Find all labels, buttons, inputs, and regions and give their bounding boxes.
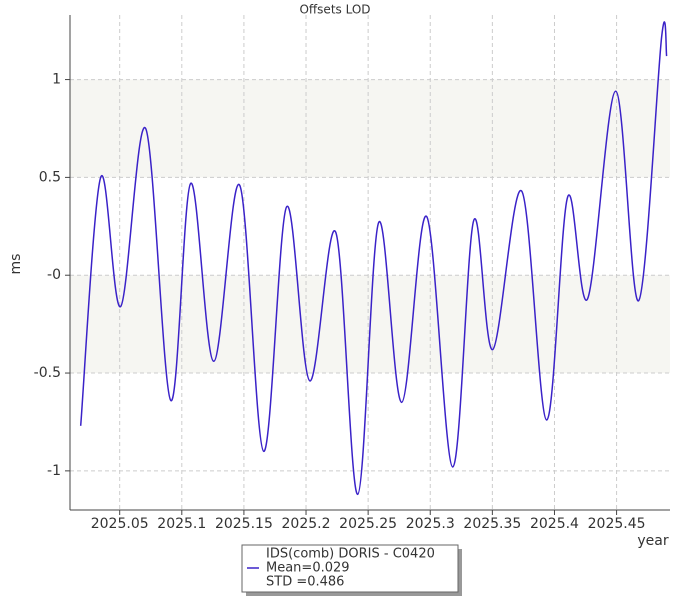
x-tick-label: 2025.3 xyxy=(406,516,455,532)
x-tick-label: 2025.2 xyxy=(282,516,331,532)
x-tick-label: 2025.4 xyxy=(530,516,579,532)
legend-box xyxy=(241,544,459,593)
band xyxy=(70,79,670,178)
y-axis-label: ms xyxy=(8,254,24,275)
x-tick-label: 2025.1 xyxy=(157,516,206,532)
chart-title: Offsets LOD xyxy=(299,3,370,17)
x-tick-label: 2025.45 xyxy=(588,516,646,532)
x-tick-label: 2025.25 xyxy=(339,516,397,532)
legend-mean: Mean=0.029 xyxy=(266,561,350,576)
data-line xyxy=(79,21,668,496)
legend-label: IDS(comb) DORIS - C0420 xyxy=(266,547,435,562)
bands xyxy=(70,79,670,374)
y-tick-label: 1 xyxy=(52,72,61,88)
x-tick-label: 2025.15 xyxy=(215,516,273,532)
y-tick-label: -1 xyxy=(47,463,61,479)
plot xyxy=(79,21,668,496)
y-tick-label: -0 xyxy=(47,267,61,283)
x-tick-label: 2025.05 xyxy=(91,516,149,532)
legend-std: STD =0.486 xyxy=(266,575,344,590)
grid: -1 -0.5 -0 0.5 1 2025.05 2025.1 2025.15 2025.2 20… xyxy=(34,15,670,532)
x-axis-label: year xyxy=(637,533,668,549)
y-tick-label: 0.5 xyxy=(39,169,61,185)
y-tick-label: -0.5 xyxy=(34,365,61,381)
x-tick-label: 2025.35 xyxy=(463,516,521,532)
